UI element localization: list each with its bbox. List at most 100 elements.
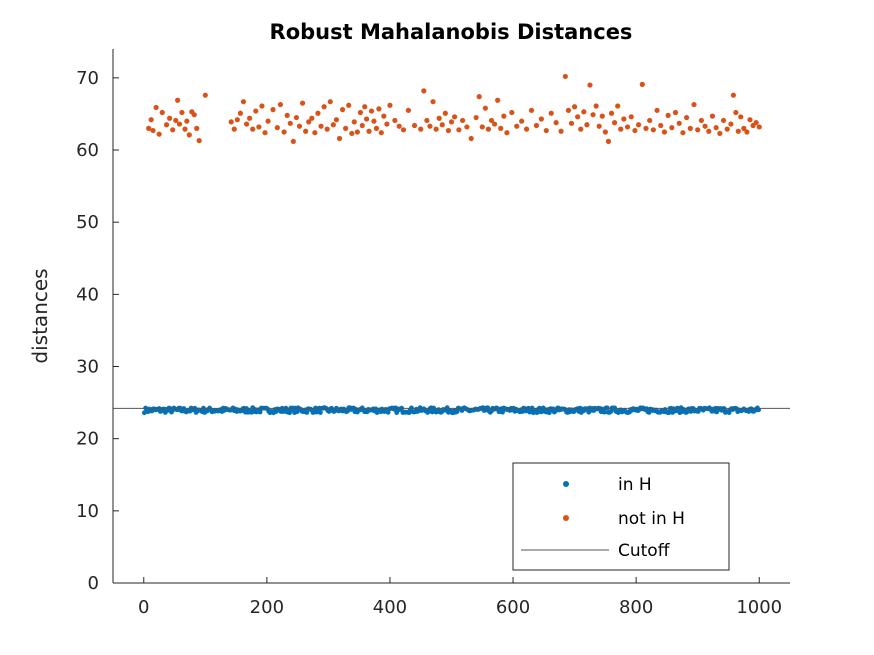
not-in-h-point [756,124,762,130]
not-in-h-point [702,123,708,129]
not-in-h-point [632,127,638,134]
not-in-h-point [270,107,276,113]
not-in-h-point [194,125,200,131]
not-in-h-point [476,94,482,100]
not-in-h-point [495,97,501,103]
y-tick-label: 10 [76,501,99,522]
not-in-h-point [148,117,154,123]
not-in-h-point [400,127,407,133]
not-in-h-point [202,92,208,98]
not-in-h-point [615,103,621,109]
legend-label: in H [618,475,652,495]
not-in-h-point [290,138,296,144]
not-in-h-point [339,107,346,113]
not-in-h-point [451,114,458,120]
not-in-h-point [661,129,668,135]
not-in-h-point [624,124,631,130]
not-in-h-point [376,106,382,112]
plot-area [113,73,790,416]
not-in-h-point [191,112,197,118]
not-in-h-point [684,114,690,121]
not-in-h-point [735,128,741,134]
not-in-h-point [442,110,448,116]
y-axis-label: distances [28,268,52,363]
not-in-h-point [349,130,355,137]
not-in-h-point [433,126,439,132]
not-in-h-point [421,88,427,94]
not-in-h-point [514,123,520,129]
not-in-h-point [538,116,544,122]
y-tick-label: 40 [76,284,99,305]
not-in-h-point [621,116,627,122]
not-in-h-point [695,127,701,133]
not-in-h-point [250,126,256,132]
in-h-point [602,409,608,415]
not-in-h-point [284,112,290,118]
not-in-h-point [228,119,234,125]
chart-title: Robust Mahalanobis Distances [270,20,633,44]
not-in-h-point [247,115,253,121]
not-in-h-point [543,127,549,134]
x-tick-label: 200 [250,597,284,618]
not-in-h-point [253,108,259,114]
not-in-h-point [654,107,660,113]
not-in-h-point [639,81,645,87]
not-in-h-point [533,122,540,129]
not-in-h-point [176,121,183,127]
not-in-h-point [259,103,265,109]
not-in-h-point [658,122,664,129]
not-in-h-point [378,130,384,136]
not-in-h-point [179,109,185,116]
not-in-h-point [237,110,243,116]
in-h-point [257,409,263,415]
not-in-h-point [687,125,693,131]
not-in-h-point [321,104,327,110]
not-in-h-point [593,103,599,109]
not-in-h-point [635,122,642,128]
not-in-h-point [351,119,357,125]
y-tick-label: 20 [76,429,99,450]
not-in-h-point [733,109,739,116]
y-tick-label: 30 [76,357,99,378]
not-in-h-point [411,122,418,129]
not-in-h-point [753,120,759,126]
not-in-h-point [336,135,343,142]
not-in-h-point [293,114,300,121]
not-in-h-point [498,125,504,131]
not-in-h-point [720,117,727,124]
not-in-h-point [354,129,360,135]
not-in-h-point [327,99,333,105]
not-in-h-point [234,117,240,123]
x-tick-label: 800 [619,597,653,618]
not-in-h-point [605,138,612,144]
not-in-h-point [548,110,554,116]
not-in-h-point [709,113,716,119]
not-in-h-point [184,118,190,124]
not-in-h-point [240,99,247,105]
not-in-h-point [698,117,704,124]
not-in-h-point [418,126,424,132]
not-in-h-point [163,122,170,128]
not-in-h-point [281,129,287,135]
not-in-h-point [590,112,596,118]
not-in-h-point [643,125,649,131]
not-in-h-point [299,100,306,106]
not-in-h-point [669,125,675,131]
not-in-h-point [427,123,433,129]
not-in-h-point [596,123,602,129]
not-in-h-point [647,117,653,124]
not-in-h-point [170,127,176,133]
not-in-h-point [575,114,581,120]
not-in-h-point [747,117,753,123]
not-in-h-point [196,138,202,144]
not-in-h-point [728,121,734,127]
not-in-h-point [509,109,515,116]
not-in-h-point [359,122,365,129]
not-in-h-point [717,130,723,137]
not-in-h-point [741,125,747,131]
not-in-h-point [485,126,492,132]
not-in-h-point [346,102,352,108]
not-in-h-point [504,130,510,136]
not-in-h-point [424,117,430,124]
not-in-h-point [324,126,330,132]
